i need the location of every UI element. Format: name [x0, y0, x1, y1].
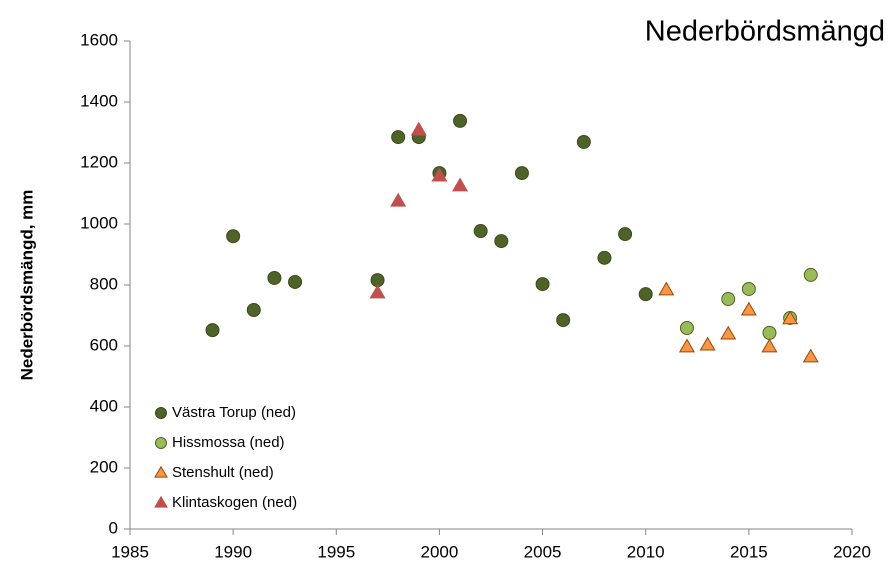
point [699, 336, 716, 351]
point [740, 301, 757, 316]
point [514, 166, 529, 181]
point [205, 323, 220, 338]
legend-marker [155, 407, 167, 419]
legend-label: Hissmossa (ned) [172, 434, 285, 451]
x-tick-label: 2010 [627, 542, 665, 561]
point [720, 325, 737, 340]
point [556, 313, 571, 328]
point [658, 281, 675, 296]
point [638, 287, 653, 302]
y-tick-label: 0 [109, 518, 118, 537]
point [494, 234, 509, 249]
legend-label: Västra Torup (ned) [172, 404, 296, 421]
point [431, 167, 448, 182]
chart-title: Nederbördsmängd [645, 16, 885, 48]
point [288, 274, 303, 289]
legend-label: Stenshult (ned) [172, 464, 274, 481]
point [762, 325, 777, 340]
x-tick-label: 1990 [214, 542, 252, 561]
legend-marker [154, 465, 168, 478]
point [246, 303, 261, 318]
x-tick-label: 2015 [730, 542, 768, 561]
point [761, 338, 778, 353]
point [473, 224, 488, 239]
x-tick-label: 1995 [317, 542, 355, 561]
x-tick-label: 1985 [111, 542, 149, 561]
legend-marker [155, 437, 167, 449]
legend-label: Klintaskogen (ned) [172, 494, 297, 511]
point [782, 310, 799, 325]
y-tick-label: 400 [90, 396, 118, 415]
point [226, 229, 241, 244]
point [453, 113, 468, 128]
point [803, 267, 818, 282]
point [679, 321, 694, 336]
y-tick-label: 1000 [80, 213, 118, 232]
point [678, 338, 695, 353]
y-tick-label: 200 [90, 457, 118, 476]
point [597, 250, 612, 265]
point [410, 121, 427, 136]
legend-marker [154, 495, 168, 508]
point [802, 348, 819, 363]
x-tick-label: 2020 [833, 542, 871, 561]
point [390, 192, 407, 207]
x-tick-label: 2000 [421, 542, 459, 561]
point [369, 284, 386, 299]
point [721, 292, 736, 307]
y-tick-label: 600 [90, 335, 118, 354]
point [576, 134, 591, 149]
x-tick-label: 2005 [524, 542, 562, 561]
y-tick-label: 800 [90, 274, 118, 293]
point [618, 227, 633, 242]
y-tick-label: 1400 [80, 91, 118, 110]
point [391, 130, 406, 145]
point [535, 277, 550, 292]
point [452, 177, 469, 192]
y-axis-label: Nederbördsmängd, mm [17, 190, 36, 381]
point [267, 270, 282, 285]
point [741, 281, 756, 296]
y-tick-label: 1600 [80, 30, 118, 49]
y-tick-label: 1200 [80, 152, 118, 171]
